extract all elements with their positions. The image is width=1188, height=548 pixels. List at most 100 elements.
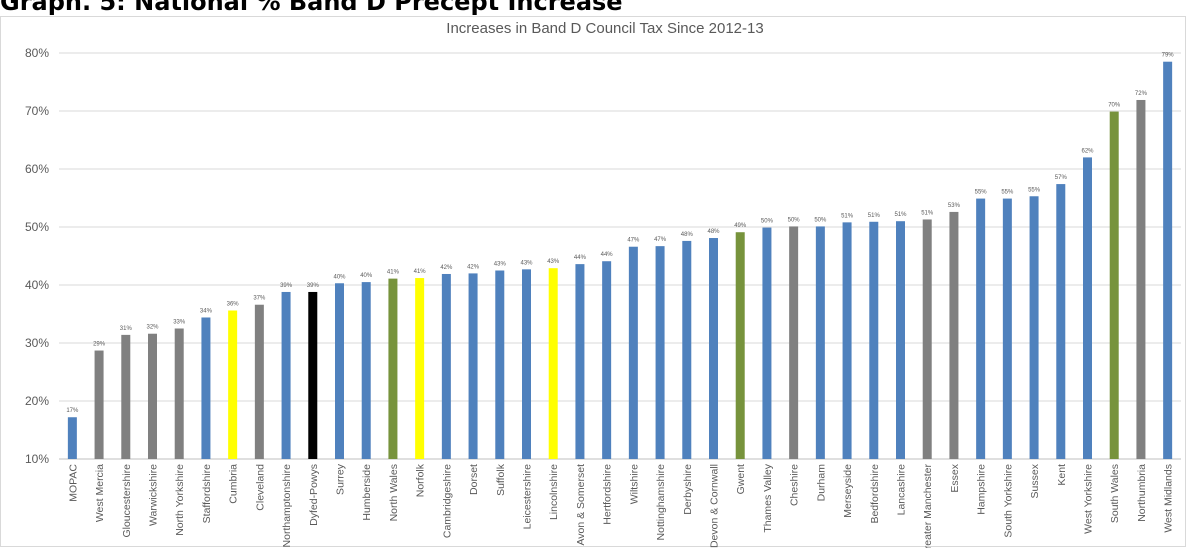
bar <box>922 219 932 459</box>
data-label: 50% <box>761 219 774 225</box>
bar <box>735 232 745 459</box>
y-tick-label: 50% <box>25 220 49 234</box>
bar <box>495 270 505 459</box>
bar <box>201 317 211 459</box>
data-label: 44% <box>574 255 587 261</box>
bar <box>815 226 825 459</box>
bar <box>575 264 585 459</box>
data-label: 33% <box>173 320 186 326</box>
x-tick-label: Warwickshire <box>148 464 160 526</box>
data-label: 41% <box>414 269 427 275</box>
x-tick-label: West Mercia <box>94 464 106 522</box>
x-tick-label: South Yorkshire <box>1002 464 1014 538</box>
bar <box>388 278 398 459</box>
x-tick-label: North Wales <box>388 464 400 521</box>
x-tick-label: Lancashire <box>896 464 908 516</box>
x-axis: MOPAC West Mercia Gloucestershire Warwicksh… <box>67 463 1174 548</box>
bar <box>67 417 77 459</box>
gridlines <box>59 52 1181 460</box>
data-label: 55% <box>1028 187 1041 193</box>
bar-chart: Increases in Band D Council Tax Since 20… <box>25 20 1181 548</box>
bar <box>174 328 184 459</box>
bar <box>682 240 692 459</box>
x-tick-label: Hampshire <box>976 464 988 515</box>
bar <box>976 198 986 459</box>
bar <box>308 291 318 459</box>
bar <box>468 273 478 459</box>
x-tick-label: Wiltshire <box>628 464 640 504</box>
bar <box>655 246 665 459</box>
data-label: 55% <box>975 190 988 196</box>
data-label: 31% <box>120 326 133 332</box>
data-label: 51% <box>921 210 934 216</box>
x-tick-label: Lincolnshire <box>548 464 560 520</box>
x-tick-label: Essex <box>949 463 961 492</box>
y-tick-label: 40% <box>25 278 49 292</box>
data-label: 72% <box>1135 91 1148 97</box>
data-label: 50% <box>788 217 801 223</box>
data-label: 41% <box>387 270 400 276</box>
y-tick-label: 10% <box>25 452 49 466</box>
bar <box>281 291 291 459</box>
x-tick-label: Thames Valley <box>762 463 774 532</box>
data-label: 40% <box>360 273 373 279</box>
x-tick-label: Staffordshire <box>201 464 213 523</box>
bar <box>94 350 104 459</box>
bar <box>228 310 238 459</box>
x-tick-label: Avon & Somerset <box>575 464 587 546</box>
bar <box>789 226 799 459</box>
bar <box>896 221 905 459</box>
data-label: 43% <box>520 260 533 266</box>
bar <box>1056 184 1066 459</box>
data-label: 53% <box>948 203 961 209</box>
chart-title: Increases in Band D Council Tax Since 20… <box>446 20 763 37</box>
bar <box>1136 99 1146 459</box>
x-tick-label: South Wales <box>1109 464 1121 523</box>
x-tick-label: Cleveland <box>254 464 266 511</box>
data-label: 37% <box>253 296 266 302</box>
x-tick-label: Hertfordshire <box>602 464 614 525</box>
x-tick-label: Kent <box>1056 464 1068 486</box>
bar <box>602 261 612 459</box>
data-label: 29% <box>93 342 106 348</box>
x-tick-label: Cheshire <box>789 464 801 506</box>
data-label: 47% <box>654 237 667 243</box>
bar <box>148 333 157 459</box>
x-tick-label: MOPAC <box>67 464 79 502</box>
bar <box>441 273 451 459</box>
bar <box>415 278 425 459</box>
x-tick-label: Cumbria <box>228 464 240 504</box>
data-label: 17% <box>66 408 79 414</box>
data-labels: 17% 29% 31% 32% 33% 34% 36% 37% 39% 39% 40% 40% 41% 4… <box>66 53 1174 415</box>
x-tick-label: Leicestershire <box>522 464 534 530</box>
y-tick-label: 20% <box>25 394 49 408</box>
data-label: 32% <box>146 325 159 331</box>
y-tick-label: 30% <box>25 336 49 350</box>
x-tick-label: Gloucestershire <box>121 464 133 538</box>
x-tick-label: Northamptonshire <box>281 464 293 548</box>
x-tick-label: Nottinghamshire <box>655 464 667 541</box>
data-label: 43% <box>547 259 560 265</box>
data-label: 70% <box>1108 103 1121 109</box>
x-tick-label: Humberside <box>361 464 373 521</box>
bar <box>1109 111 1119 459</box>
data-label: 50% <box>814 217 827 223</box>
bar <box>522 269 531 459</box>
data-label: 43% <box>494 262 507 268</box>
x-tick-label: Merseyside <box>842 464 854 518</box>
bar <box>762 227 772 459</box>
x-tick-label: Surrey <box>335 463 347 495</box>
x-tick-label: Suffolk <box>495 463 507 496</box>
data-label: 57% <box>1055 175 1068 181</box>
x-tick-label: Bedfordshire <box>869 464 881 524</box>
chart-area: Increases in Band D Council Tax Since 20… <box>0 16 1186 548</box>
data-label: 55% <box>1001 190 1014 196</box>
data-label: 47% <box>627 238 640 244</box>
bar <box>254 304 264 459</box>
data-label: 40% <box>333 274 346 280</box>
data-label: 48% <box>707 229 720 235</box>
bar <box>335 283 344 459</box>
x-tick-label: Sussex <box>1029 463 1041 498</box>
x-tick-label: Devon & Cornwall <box>709 464 721 548</box>
bar <box>361 282 371 459</box>
